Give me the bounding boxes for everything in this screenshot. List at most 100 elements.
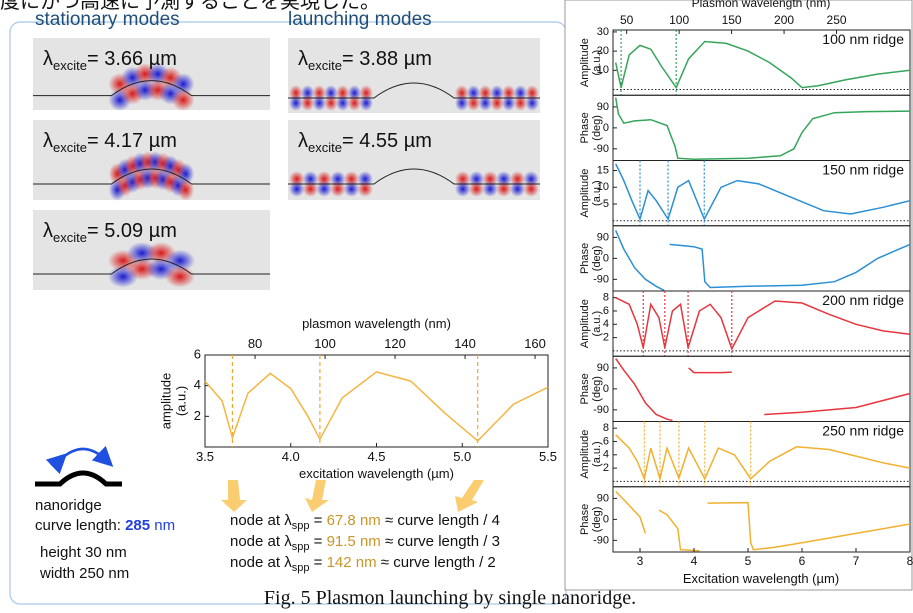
subplot-title: 100 nm ridge xyxy=(822,31,904,47)
y-tick-label: 5 xyxy=(603,198,609,210)
chart: 2 468 Amplitude (a.u.) 200 nm ridge xyxy=(579,290,911,357)
surface xyxy=(288,168,540,185)
x2-tick-label: 100 xyxy=(314,336,336,351)
text: ≈ curve length / 3 xyxy=(381,533,500,550)
nanoridge-label: nanoridge xyxy=(35,497,102,514)
lobe xyxy=(324,95,338,111)
y-tick-label: 6 xyxy=(603,305,609,317)
x2-tick-label: 250 xyxy=(827,13,847,27)
surface xyxy=(288,82,540,99)
x2-tick-label: 160 xyxy=(524,336,546,351)
lobe xyxy=(312,95,327,111)
y-tick-label: 0 xyxy=(603,383,609,395)
ridge xyxy=(35,470,122,487)
symbol: λ xyxy=(43,48,53,70)
y-tick-label: 2 xyxy=(603,332,609,344)
y-tick-label: -90 xyxy=(593,143,609,155)
y-tick-label: 6 xyxy=(603,435,609,447)
y-axis-label: Amplitude xyxy=(579,169,591,218)
nanoridge-icon xyxy=(35,445,122,487)
height: height 30 nm xyxy=(40,544,127,561)
lobe xyxy=(289,181,305,197)
arrow xyxy=(45,445,114,475)
value: 142 nm xyxy=(327,554,377,571)
x-axis-label: Excitation wavelength (µm) xyxy=(683,571,839,586)
header-text: 度にかつ高速に予測することを実現した。 xyxy=(0,0,380,13)
symbol: λ xyxy=(43,130,53,152)
subplot-title: 200 nm ridge xyxy=(822,292,904,308)
lobe xyxy=(347,95,362,111)
y-tick-label: 10 xyxy=(597,181,609,193)
y-axis-label: (a.u.) xyxy=(591,50,603,76)
x-tick-label: 4.0 xyxy=(282,449,300,464)
surface xyxy=(33,80,270,97)
text: curve length: xyxy=(35,517,125,534)
y-axis-label: (deg) xyxy=(591,376,603,402)
y-tick-label: 90 xyxy=(597,492,609,504)
lobe xyxy=(289,95,303,111)
node-note: node at λspp = 142 nm ≈ curve length / 2 xyxy=(230,554,496,574)
lobe xyxy=(343,181,360,197)
x-axis-label: excitation wavelength (µm) xyxy=(299,466,454,481)
subscript: excite xyxy=(308,140,342,155)
excite-label: λexcite= 3.66 µm xyxy=(43,48,177,73)
line xyxy=(615,358,911,422)
subscript: spp xyxy=(292,562,310,574)
y-tick-label: 0 xyxy=(603,252,609,264)
line xyxy=(615,163,911,222)
x2-tick-label: 150 xyxy=(722,13,742,27)
line xyxy=(615,490,911,552)
x-tick-label: 6 xyxy=(799,554,806,568)
x-tick-label: 5.5 xyxy=(539,449,557,464)
value: 285 xyxy=(125,517,150,534)
curve-length: curve length: 285 nm xyxy=(35,517,175,534)
lobe xyxy=(177,178,195,201)
lobe xyxy=(177,162,195,185)
lobe xyxy=(455,95,469,111)
x2-tick-label: 140 xyxy=(454,336,476,351)
x-tick-label: 7 xyxy=(853,554,860,568)
x2-axis-label: Plasmon wavelength (nm) xyxy=(692,0,831,10)
arrows xyxy=(221,480,484,512)
surface xyxy=(33,168,270,185)
lobe xyxy=(478,95,493,111)
y-tick-label: -90 xyxy=(593,534,609,546)
line xyxy=(615,434,911,482)
y-tick-label: 90 xyxy=(597,362,609,374)
value: 91.5 nm xyxy=(327,533,381,550)
y-tick-label: 0 xyxy=(603,513,609,525)
subplot-title: 250 nm ridge xyxy=(822,423,904,439)
text: = xyxy=(309,533,326,550)
arrow xyxy=(455,480,484,512)
lobe xyxy=(335,95,350,111)
line xyxy=(204,371,549,442)
y-tick-label: -90 xyxy=(593,404,609,416)
x2-axis-label: plasmon wavelength (nm) xyxy=(302,316,451,331)
y-tick-label: 4 xyxy=(194,377,201,392)
y-axis-label: (a.u.) xyxy=(591,441,603,467)
line xyxy=(615,230,911,292)
section-title: launching modes xyxy=(288,9,432,30)
text: = xyxy=(309,512,326,529)
y-tick-label: 15 xyxy=(597,164,609,176)
y-axis-label: (a.u.) xyxy=(173,386,188,416)
subscript: excite xyxy=(308,58,342,73)
y-tick-label: 0 xyxy=(603,122,609,134)
subscript: spp xyxy=(292,520,310,532)
field xyxy=(289,85,540,111)
x-tick-label: 3.5 xyxy=(196,449,214,464)
text: ≈ curve length / 2 xyxy=(377,554,496,571)
y-tick-label: 8 xyxy=(603,292,609,304)
line xyxy=(614,97,911,161)
lobe xyxy=(466,95,481,111)
arrow xyxy=(305,480,329,512)
symbol: λ xyxy=(43,220,53,242)
y-axis-label: Amplitude xyxy=(579,430,591,479)
subscript: excite xyxy=(53,58,87,73)
y-tick-label: 20 xyxy=(597,45,609,57)
lobe xyxy=(165,265,195,288)
y-axis-label: Phase xyxy=(579,504,591,535)
